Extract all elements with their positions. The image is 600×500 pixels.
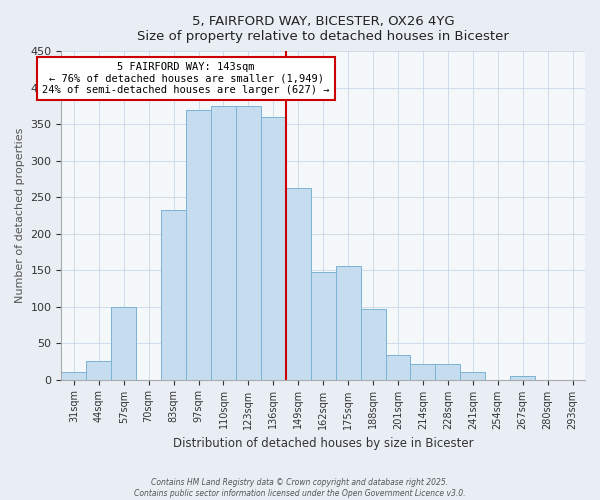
Bar	[186, 110, 211, 380]
Bar	[311, 272, 335, 380]
Title: 5, FAIRFORD WAY, BICESTER, OX26 4YG
Size of property relative to detached houses: 5, FAIRFORD WAY, BICESTER, OX26 4YG Size…	[137, 15, 509, 43]
Y-axis label: Number of detached properties: Number of detached properties	[15, 128, 25, 303]
Bar	[286, 188, 311, 380]
Bar	[436, 364, 460, 380]
X-axis label: Distribution of detached houses by size in Bicester: Distribution of detached houses by size …	[173, 437, 473, 450]
Bar	[61, 372, 86, 380]
Text: 5 FAIRFORD WAY: 143sqm
← 76% of detached houses are smaller (1,949)
24% of semi-: 5 FAIRFORD WAY: 143sqm ← 76% of detached…	[43, 62, 330, 96]
Bar	[361, 309, 386, 380]
Bar	[236, 106, 261, 380]
Bar	[510, 376, 535, 380]
Bar	[261, 117, 286, 380]
Bar	[410, 364, 436, 380]
Bar	[111, 306, 136, 380]
Bar	[386, 355, 410, 380]
Bar	[86, 362, 111, 380]
Bar	[211, 106, 236, 380]
Bar	[335, 266, 361, 380]
Text: Contains HM Land Registry data © Crown copyright and database right 2025.
Contai: Contains HM Land Registry data © Crown c…	[134, 478, 466, 498]
Bar	[460, 372, 485, 380]
Bar	[161, 210, 186, 380]
